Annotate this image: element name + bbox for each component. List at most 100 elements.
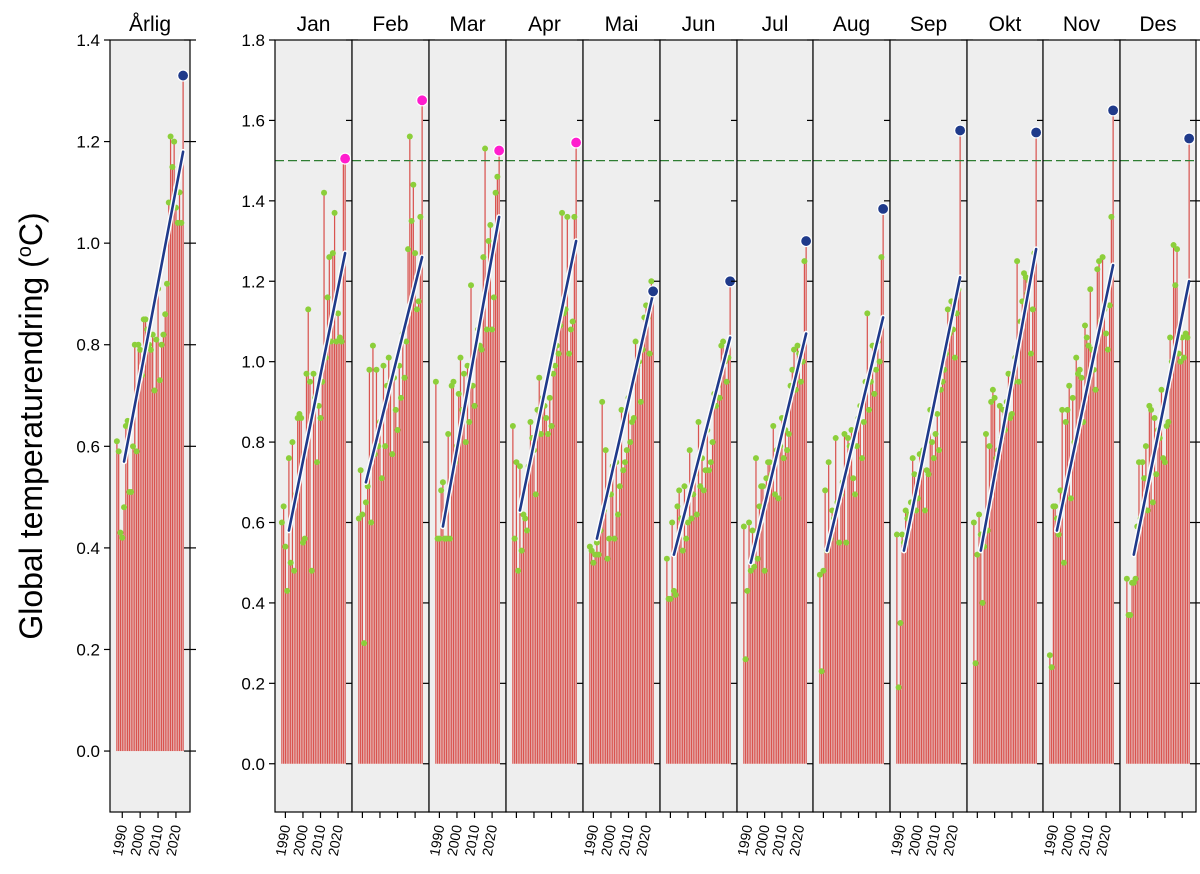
bar [1058, 534, 1060, 764]
data-point [301, 535, 308, 542]
data-point [991, 394, 998, 401]
bar [290, 562, 292, 764]
data-point [686, 447, 693, 454]
data-point [1103, 330, 1110, 337]
data-point [278, 519, 285, 526]
data-point [509, 423, 516, 429]
bar [687, 522, 689, 764]
highlight-point [1030, 126, 1043, 139]
bar [526, 530, 528, 764]
x-tick-label: 2020 [786, 824, 807, 858]
data-point [1106, 302, 1113, 309]
data-point [818, 668, 825, 675]
bar [1176, 249, 1178, 764]
bar [389, 381, 392, 764]
y-tick-label: 0.2 [76, 640, 100, 659]
bar [304, 538, 306, 764]
data-point [147, 346, 154, 353]
data-point [986, 443, 993, 450]
bar [997, 450, 999, 764]
x-tick-label: 1990 [109, 824, 130, 858]
bar [788, 434, 790, 764]
bar [1066, 409, 1069, 764]
panel-aug: Aug [812, 13, 896, 818]
bar [912, 458, 914, 764]
bar [1164, 462, 1166, 764]
bar [606, 558, 609, 764]
data-point [944, 306, 951, 313]
bar [384, 446, 386, 764]
bar [1188, 138, 1190, 764]
bar [746, 590, 748, 764]
bar [388, 357, 390, 764]
bar [933, 458, 935, 764]
data-point [1078, 374, 1085, 381]
bar [1080, 377, 1083, 764]
bar [475, 345, 477, 764]
bar [367, 486, 369, 764]
data-point [569, 318, 576, 325]
bar [1100, 321, 1102, 764]
data-point [369, 342, 376, 349]
bar [983, 546, 985, 764]
bar [477, 329, 479, 764]
bar [137, 344, 139, 752]
bar [1145, 446, 1147, 764]
data-point [697, 483, 704, 490]
bar [859, 405, 861, 764]
bar [682, 550, 684, 764]
bar [382, 365, 385, 764]
data-point [878, 254, 885, 261]
bar [994, 397, 996, 764]
bar [412, 184, 414, 764]
bar [1186, 337, 1189, 764]
data-point [366, 366, 373, 373]
bar [699, 486, 701, 764]
bar [542, 397, 544, 764]
data-point [445, 431, 452, 438]
data-point [632, 338, 639, 345]
bar [608, 538, 610, 764]
data-point [338, 338, 345, 345]
data-point [925, 471, 932, 478]
bar [1107, 349, 1109, 764]
data-point [1123, 575, 1130, 582]
y-tick-label: 1.0 [76, 234, 100, 253]
bar [403, 377, 406, 764]
data-point [693, 511, 700, 518]
data-point [413, 306, 420, 313]
bar [786, 450, 788, 764]
bar [974, 663, 977, 764]
bar [1054, 506, 1056, 764]
y-tick-label: 1.6 [241, 111, 265, 130]
bar [981, 602, 984, 764]
data-point [1174, 246, 1181, 253]
data-point [567, 326, 574, 333]
data-point [523, 527, 530, 534]
bar [386, 385, 388, 764]
bar [896, 534, 898, 764]
bar [300, 417, 302, 764]
data-point [169, 163, 176, 170]
bar [1155, 474, 1157, 764]
panel-title: Årlig [129, 13, 171, 36]
bar [339, 337, 341, 764]
data-point [871, 390, 878, 397]
bar [330, 341, 332, 764]
bar [613, 538, 616, 764]
y-tick-label: 0.4 [76, 539, 100, 558]
data-point [128, 489, 135, 496]
data-point [446, 535, 453, 542]
trend-line [364, 255, 424, 484]
bar [561, 212, 563, 764]
bar [1178, 353, 1180, 764]
data-point [646, 350, 653, 357]
data-point [801, 258, 808, 265]
bar [957, 289, 959, 764]
bar [652, 293, 654, 764]
bar [494, 192, 497, 764]
trend-line [595, 292, 655, 540]
data-point [1153, 471, 1160, 478]
bar [901, 534, 903, 764]
data-point [555, 350, 562, 357]
